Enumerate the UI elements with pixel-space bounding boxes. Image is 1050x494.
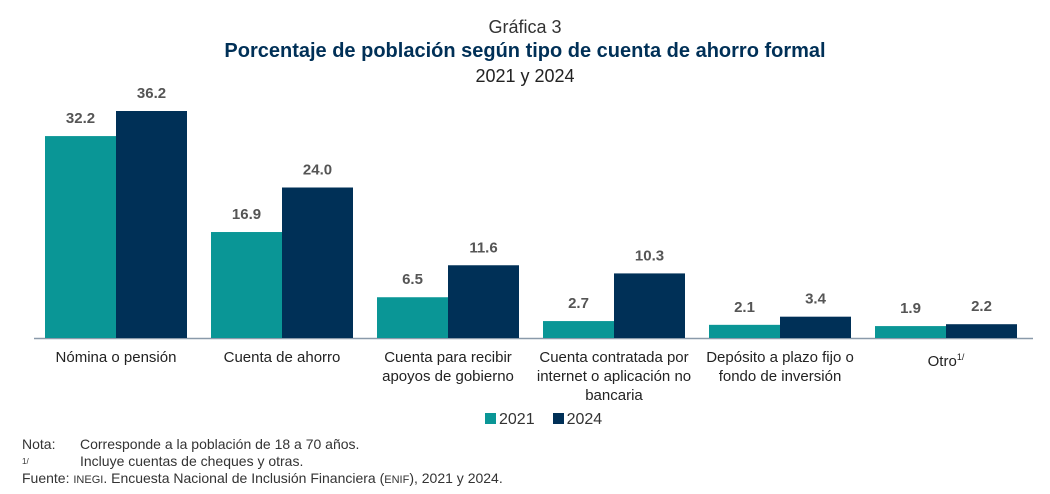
bar-2021-3 <box>543 321 614 338</box>
category-footnote: 1/ <box>956 352 965 362</box>
category-text: Nómina o pensión <box>55 349 177 366</box>
category-label: Cuenta para recibir apoyos de gobierno <box>365 348 531 386</box>
bar-2024-3 <box>614 273 685 338</box>
note-text: Corresponde a la población de 18 a 70 añ… <box>80 436 360 452</box>
category-text: Otro <box>927 353 957 370</box>
chart-title: Porcentaje de población según tipo de cu… <box>224 40 826 62</box>
legend-label: 2021 <box>499 411 535 428</box>
bar-2024-5 <box>946 324 1017 338</box>
footnote-text: Incluye cuentas de cheques y otras. <box>80 453 304 469</box>
source-enif: ENIF <box>384 474 410 486</box>
legend: 2021 2024 <box>485 411 602 429</box>
data-label: 2.7 <box>568 295 589 312</box>
category-label: Depósito a plazo fijo o fondo de inversi… <box>697 348 863 386</box>
category-text: Cuenta de ahorro <box>223 349 341 366</box>
category-label: Cuenta contratada por internet o aplicac… <box>531 348 697 405</box>
source: Fuente: INEGI. Encuesta Nacional de Incl… <box>22 470 503 489</box>
bar-2024-4 <box>780 316 851 338</box>
category-label: Cuenta de ahorro <box>199 348 365 367</box>
category-label: Nómina o pensión <box>33 348 199 367</box>
chart-number: Gráfica 3 <box>488 17 562 37</box>
category-label: Otro1/ <box>863 348 1029 371</box>
bar-2021-1 <box>211 232 282 338</box>
data-label: 24.0 <box>303 162 332 179</box>
legend-2024: 2024 <box>552 411 603 429</box>
data-label: 36.2 <box>137 85 166 102</box>
footnote-key: 1/ <box>22 457 29 466</box>
note-key: Nota: <box>22 436 56 452</box>
bar-2024-2 <box>448 265 519 338</box>
source-text: . Encuesta Nacional de Inclusión Financi… <box>103 470 385 486</box>
chart-subtitle: 2021 y 2024 <box>475 66 575 86</box>
legend-2021: 2021 <box>485 411 535 429</box>
data-label: 3.4 <box>805 291 827 308</box>
data-label: 16.9 <box>232 206 261 223</box>
source-key: Fuente: <box>22 470 70 486</box>
data-label: 32.2 <box>66 110 95 127</box>
bar-2021-2 <box>377 297 448 338</box>
category-text: Cuenta para recibir apoyos de gobierno <box>382 349 514 385</box>
category-text: Cuenta contratada por internet o aplicac… <box>536 349 692 404</box>
data-label: 1.9 <box>900 300 921 317</box>
notes: Nota: Corresponde a la población de 18 a … <box>22 436 503 489</box>
category-text: Depósito a plazo fijo o fondo de inversi… <box>706 349 854 385</box>
legend-label: 2024 <box>566 411 603 428</box>
data-label: 2.1 <box>734 299 755 316</box>
bar-2021-0 <box>45 136 116 338</box>
data-label: 11.6 <box>469 239 497 256</box>
data-label: 6.5 <box>402 271 423 288</box>
bar-2024-0 <box>116 111 187 338</box>
source-inegi: INEGI <box>73 474 104 486</box>
bar-2024-1 <box>282 187 353 338</box>
data-label: 2.2 <box>971 298 992 315</box>
source-text-end: ), 2021 y 2024. <box>409 470 503 486</box>
bar-2021-4 <box>709 324 780 338</box>
data-label: 10.3 <box>635 247 664 264</box>
bar-2021-5 <box>875 326 946 338</box>
